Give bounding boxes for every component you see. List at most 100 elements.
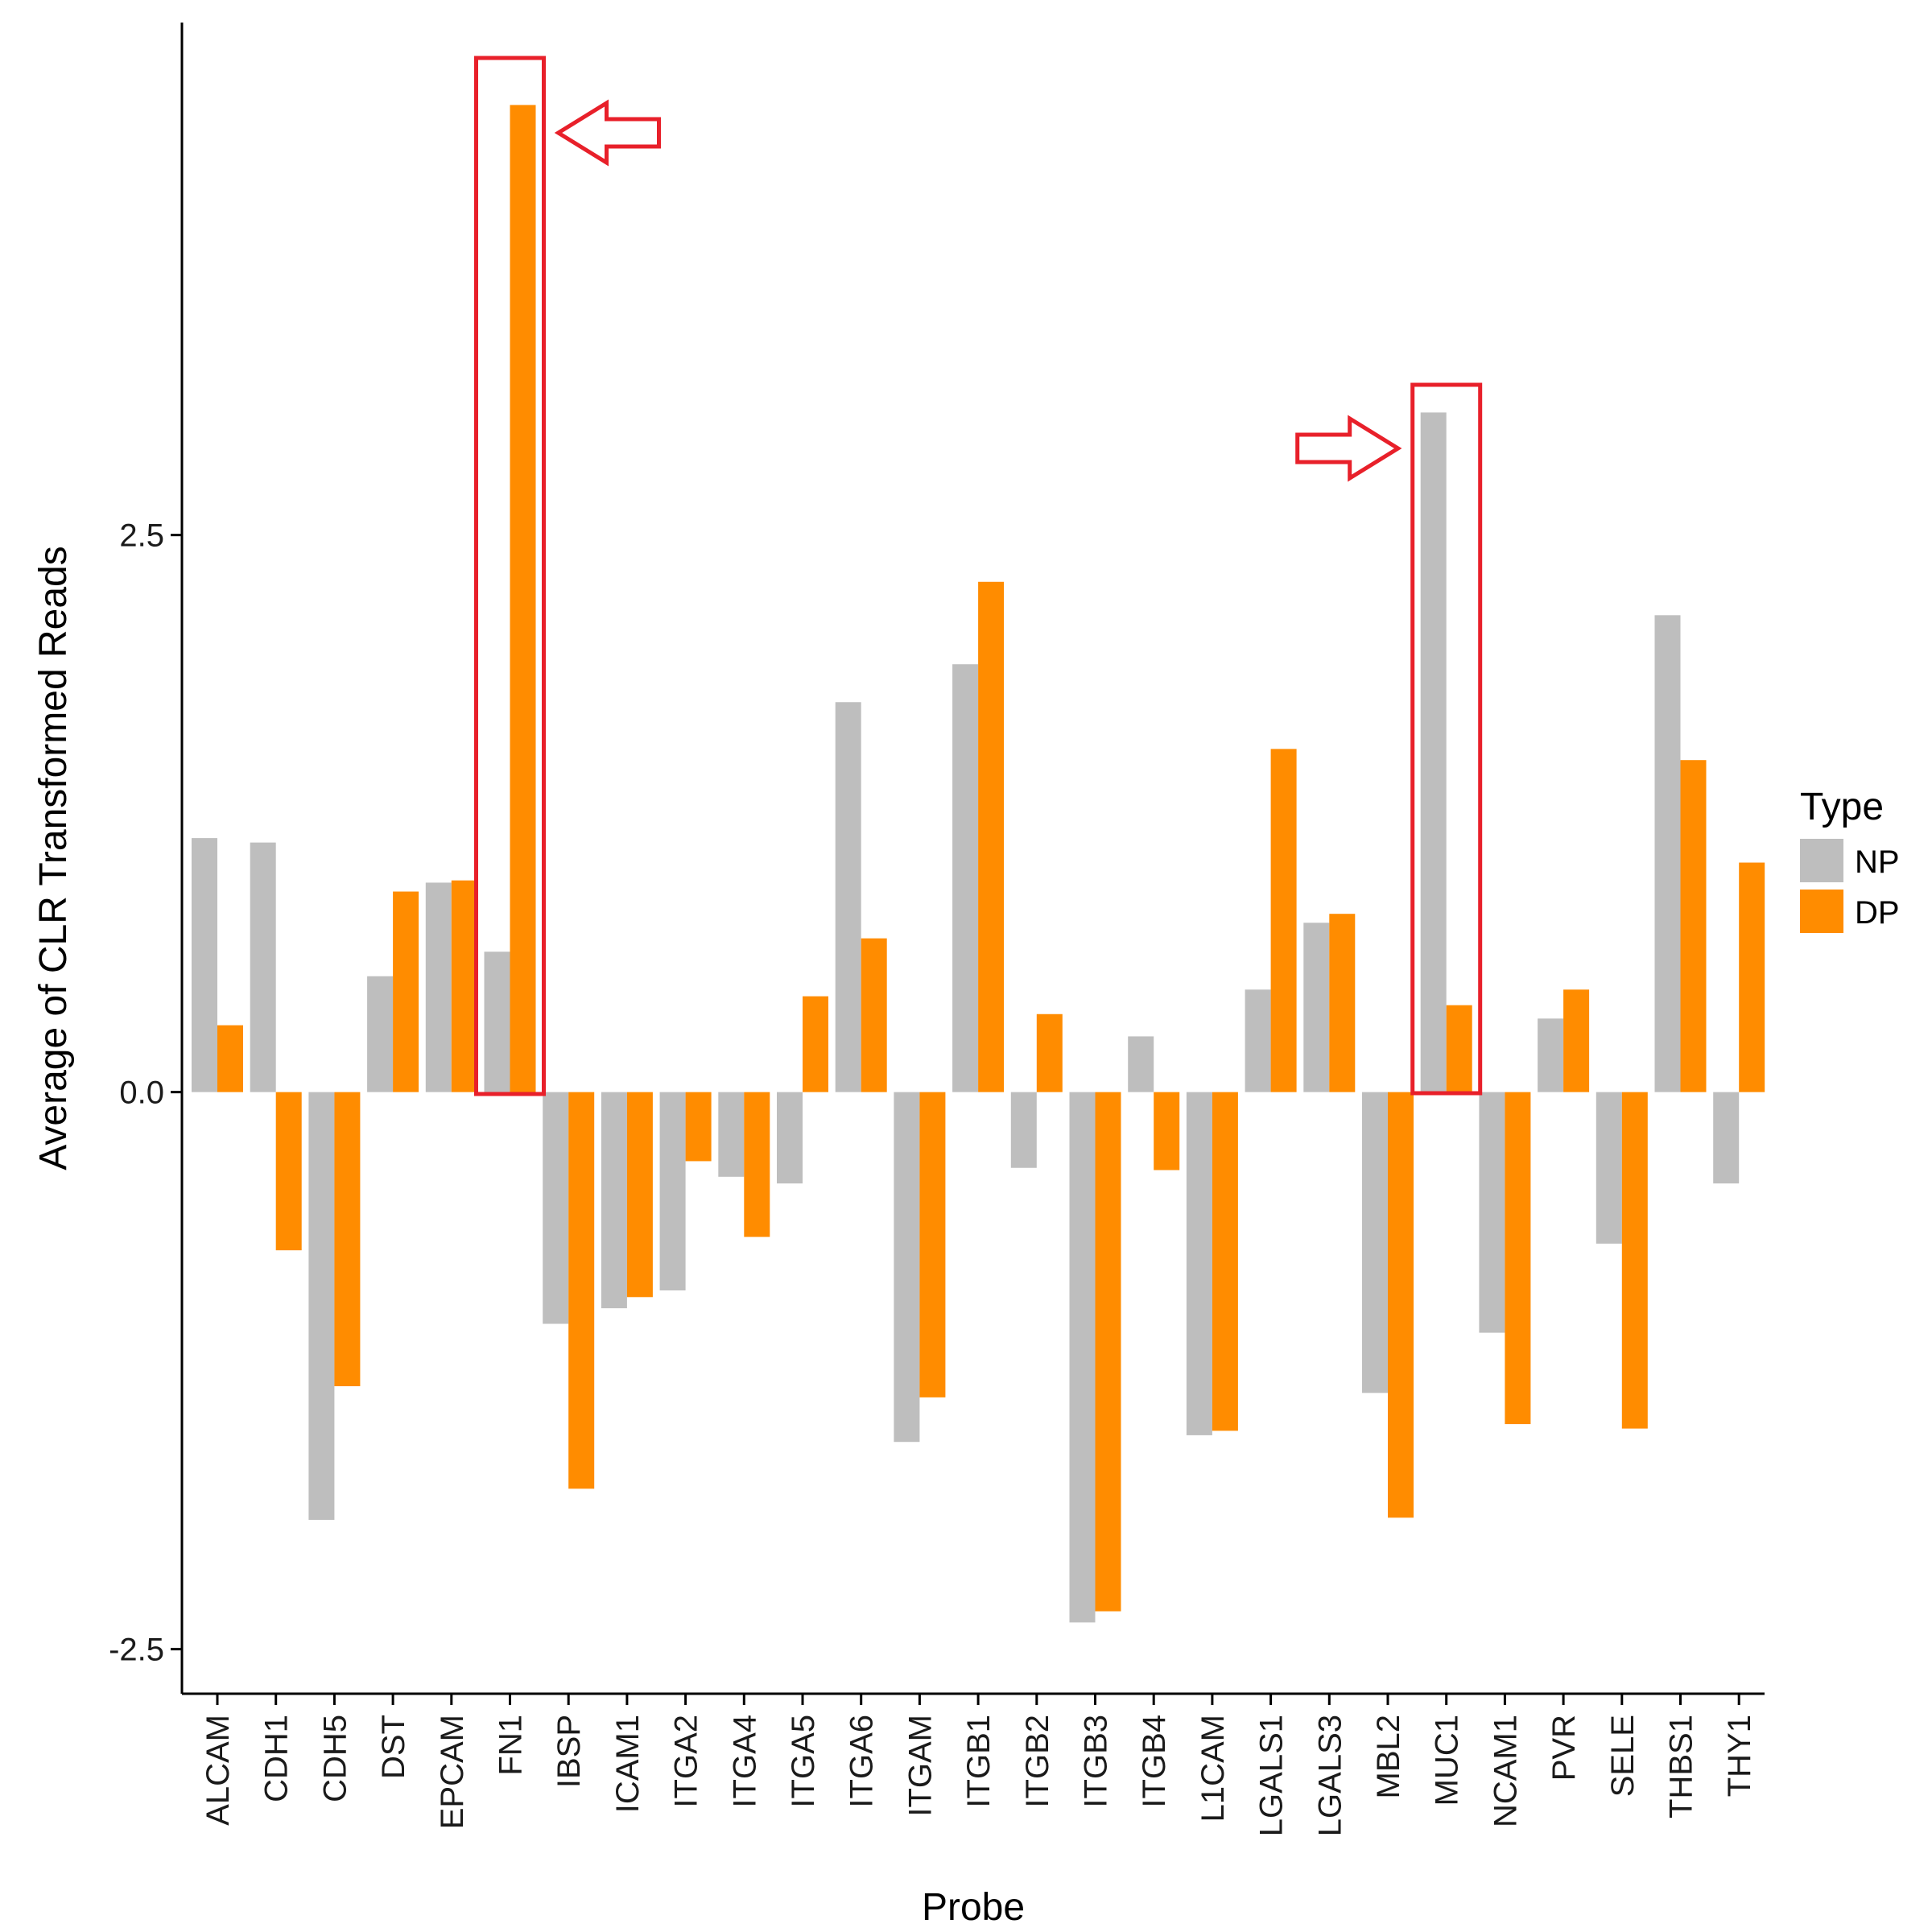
bar-np-thy1 <box>1713 1092 1740 1184</box>
bar-np-ibsp <box>543 1092 569 1324</box>
x-tick-label-itgam: ITGAM <box>902 1715 938 1817</box>
bar-dp-itga6 <box>861 938 887 1092</box>
x-tick-label-ibsp: IBSP <box>551 1715 587 1788</box>
bar-np-itga6 <box>835 702 861 1092</box>
bar-dp-itga4 <box>744 1092 770 1237</box>
x-tick-label-lgals3: LGALS3 <box>1312 1715 1348 1836</box>
bar-np-thbs1 <box>1654 615 1681 1092</box>
y-tick-label: 2.5 <box>119 518 164 554</box>
bar-dp-l1cam <box>1212 1092 1238 1431</box>
bar-np-fn1 <box>484 952 510 1092</box>
x-tick-label-itgb2: ITGB2 <box>1020 1715 1055 1808</box>
bar-dp-itga5 <box>803 996 828 1092</box>
legend-swatch-np <box>1800 839 1843 882</box>
x-tick-label-itgb4: ITGB4 <box>1137 1715 1172 1808</box>
bar-dp-fn1 <box>510 105 536 1092</box>
bar-dp-itga2 <box>685 1092 712 1162</box>
bar-dp-itgam <box>919 1092 946 1397</box>
arrow-left-icon <box>554 99 661 167</box>
bar-dp-dst <box>393 891 419 1092</box>
bar-np-itgam <box>894 1092 920 1443</box>
bar-dp-lgals3 <box>1329 914 1356 1092</box>
bar-np-epcam <box>425 882 452 1092</box>
x-tick-label-itga5: ITGA5 <box>786 1715 821 1808</box>
x-tick-label-ncam1: NCAM1 <box>1488 1715 1523 1827</box>
x-tick-label-epcam: EPCAM <box>435 1715 470 1829</box>
bar-np-itgb2 <box>1010 1092 1037 1168</box>
x-tick-label-itga6: ITGA6 <box>844 1715 880 1808</box>
bar-np-cdh5 <box>308 1092 335 1521</box>
x-ticks: ALCAM CDH1 CDH5 DST EPCAM FN1 IBSP ICAM1 ITGA2 IT… <box>200 1694 1757 1836</box>
bar-np-l1cam <box>1186 1092 1212 1435</box>
bar-dp-itgb3 <box>1095 1092 1121 1612</box>
bars-layer <box>192 105 1765 1623</box>
bar-np-itga2 <box>659 1092 686 1290</box>
x-tick-label-fn1: FN1 <box>493 1715 529 1776</box>
x-tick-label-lgals1: LGALS1 <box>1254 1715 1290 1836</box>
y-ticks: -2.5 0.0 2.5 <box>109 518 182 1668</box>
bar-np-itga5 <box>777 1092 803 1184</box>
bar-dp-cdh5 <box>334 1092 361 1387</box>
bar-dp-itgb4 <box>1154 1092 1180 1170</box>
bar-dp-itgb1 <box>978 581 1005 1092</box>
bar-dp-ibsp <box>568 1092 595 1489</box>
arrow-right-icon <box>1295 415 1402 482</box>
bar-dp-muc1 <box>1446 1005 1472 1092</box>
bar-np-muc1 <box>1420 412 1447 1092</box>
bar-dp-itgb2 <box>1036 1013 1063 1092</box>
bar-dp-cdh1 <box>275 1092 302 1251</box>
bar-dp-icam1 <box>626 1092 653 1298</box>
x-tick-label-alcam: ALCAM <box>200 1715 236 1826</box>
bar-np-itga4 <box>718 1092 745 1177</box>
x-tick-label-itga2: ITGA2 <box>669 1715 704 1808</box>
bar-dp-thbs1 <box>1680 760 1707 1092</box>
bar-np-itgb1 <box>952 664 979 1092</box>
bar-np-lgals1 <box>1245 989 1271 1092</box>
highlight-box-fn1 <box>474 56 546 1096</box>
x-tick-label-dst: DST <box>376 1715 411 1779</box>
x-tick-label-sele: SELE <box>1605 1715 1641 1797</box>
bar-dp-alcam <box>217 1025 243 1092</box>
x-axis-title: Probe <box>922 1886 1025 1929</box>
bar-np-itgb3 <box>1069 1092 1096 1623</box>
bar-dp-epcam <box>451 880 477 1092</box>
x-tick-label-muc1: MUC1 <box>1430 1715 1465 1806</box>
bar-dp-pvr <box>1563 989 1590 1092</box>
legend-label-dp: DP <box>1855 895 1900 931</box>
legend-title: Type <box>1800 786 1884 828</box>
x-tick-label-icam1: ICAM1 <box>610 1715 646 1813</box>
legend: Type NP DP <box>1800 786 1900 933</box>
bar-np-pvr <box>1538 1018 1564 1092</box>
bar-dp-lgals1 <box>1270 749 1297 1092</box>
y-tick-label: -2.5 <box>109 1633 164 1668</box>
bar-dp-ncam1 <box>1505 1092 1531 1425</box>
bar-np-sele <box>1596 1092 1622 1244</box>
bar-np-lgals3 <box>1303 923 1330 1092</box>
x-tick-label-cdh5: CDH5 <box>317 1715 353 1802</box>
x-tick-label-itgb3: ITGB3 <box>1079 1715 1114 1808</box>
bar-dp-thy1 <box>1739 862 1765 1092</box>
bar-np-mbl2 <box>1362 1092 1388 1393</box>
x-tick-label-pvr: PVR <box>1546 1715 1582 1781</box>
bar-np-alcam <box>192 838 217 1092</box>
bar-dp-mbl2 <box>1388 1092 1414 1518</box>
bar-dp-sele <box>1621 1092 1648 1429</box>
x-tick-label-itgb1: ITGB1 <box>961 1715 997 1808</box>
y-axis-title: Average of CLR Transformed Reads <box>32 546 75 1170</box>
highlight-box-muc1 <box>1410 382 1483 1096</box>
x-tick-label-itga4: ITGA4 <box>727 1715 762 1808</box>
bar-np-icam1 <box>601 1092 627 1309</box>
bar-np-ncam1 <box>1479 1092 1505 1333</box>
x-tick-label-mbl2: MBL2 <box>1371 1715 1406 1799</box>
bar-np-itgb4 <box>1128 1036 1154 1092</box>
x-tick-label-thy1: THY1 <box>1722 1715 1757 1797</box>
x-tick-label-cdh1: CDH1 <box>259 1715 295 1802</box>
legend-label-np: NP <box>1855 844 1900 880</box>
legend-swatch-dp <box>1800 890 1843 933</box>
bar-np-cdh1 <box>250 842 276 1092</box>
axes-layer <box>180 23 1765 1695</box>
annotations-layer <box>474 56 1483 1096</box>
y-tick-label: 0.0 <box>119 1075 164 1111</box>
bar-np-dst <box>367 976 394 1092</box>
